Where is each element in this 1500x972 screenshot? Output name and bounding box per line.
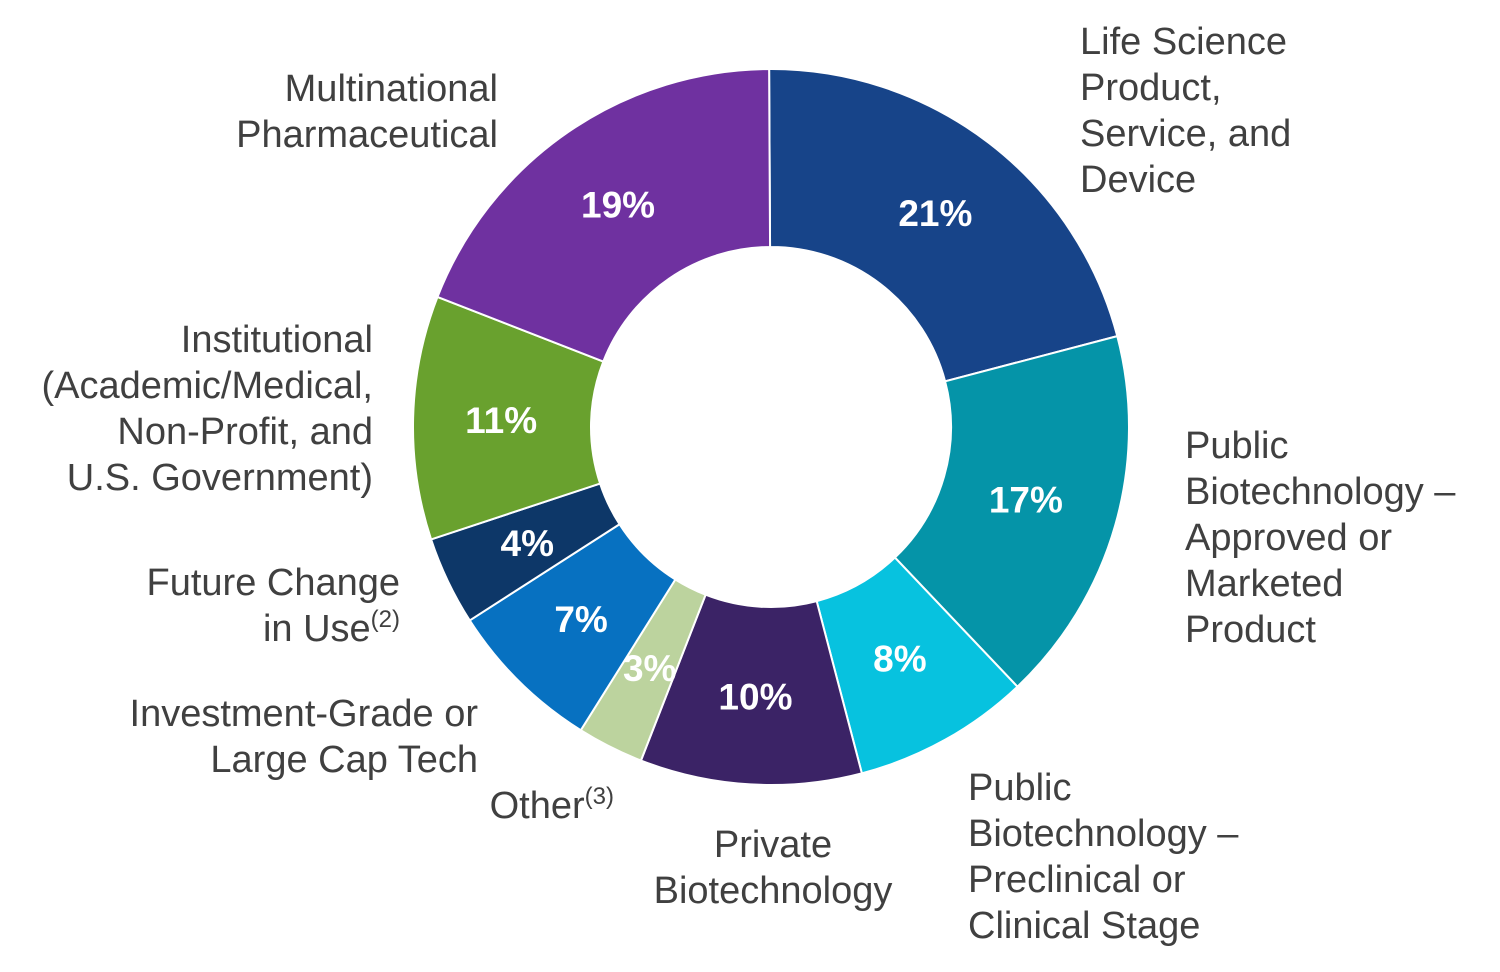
slice-value-label: 3%	[623, 648, 676, 689]
category-label-life-science-product-service-and-device: Life Science Product, Service, and Device	[1080, 21, 1291, 201]
category-label-future-change-in-use: Future Change in Use(2)	[147, 562, 401, 650]
slice-multinational-pharmaceutical	[436, 67, 772, 363]
category-label-investment-grade-or-large-cap-tech: Investment-Grade or Large Cap Tech	[130, 693, 479, 781]
slice-value-label: 8%	[873, 639, 926, 680]
slice-value-label: 19%	[581, 184, 655, 225]
slice-life-science-product-service-and-device	[768, 68, 1119, 383]
slice-value-label: 17%	[989, 480, 1063, 521]
category-label-multinational-pharmaceutical: Multinational Pharmaceutical	[236, 68, 498, 156]
slice-value-label: 11%	[465, 400, 537, 441]
slice-public-biotechnology-approved-or-marketed-product	[893, 334, 1130, 689]
slice-value-label: 4%	[501, 523, 554, 564]
slice-value-label: 7%	[554, 599, 607, 640]
category-label-public-biotechnology-approved-or-marketed-product: Public Biotechnology – Approved or Marketed…	[1185, 425, 1456, 651]
category-label-public-biotechnology-preclinical-or-clinical-stage: Public Biotechnology – Preclinical or Clini…	[968, 767, 1239, 947]
category-label-institutional-academic-medical-non-profit-and-u-s-government: Institutional (Academic/Medical, Non-Profi…	[41, 319, 373, 499]
slice-value-label: 10%	[718, 677, 792, 718]
slice-value-label: 21%	[898, 193, 972, 234]
category-label-other: Other(3)	[490, 783, 614, 827]
category-label-private-biotechnology: Private Biotechnology	[654, 824, 893, 912]
